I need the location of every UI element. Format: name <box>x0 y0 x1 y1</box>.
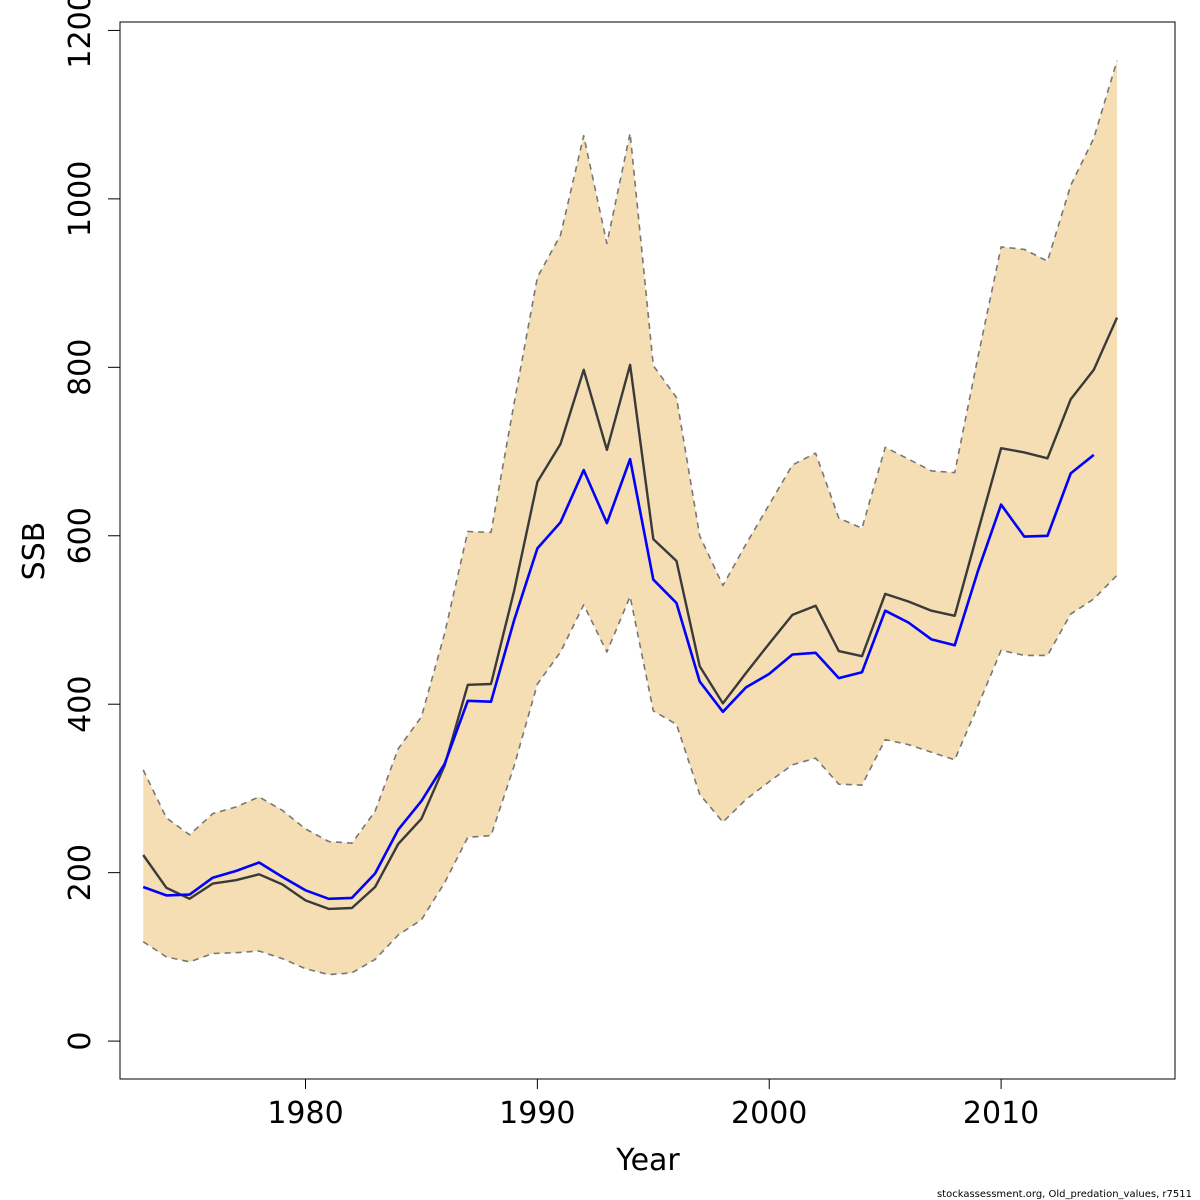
y-tick-label: 400 <box>63 676 98 733</box>
plot-frame <box>119 21 1176 1080</box>
y-axis: 0 200 400 600 800 1000 1200 <box>63 0 120 1051</box>
y-tick-label: 800 <box>63 339 98 396</box>
confidence-band-layer <box>143 60 1117 975</box>
y-axis-title: SSB <box>17 522 52 581</box>
x-tick-label: 2000 <box>731 1096 807 1131</box>
x-tick-label: 1980 <box>267 1096 343 1131</box>
estimate-line <box>142 317 1119 911</box>
footer-note: stockassessment.org, Old_predation_value… <box>937 1189 1192 1200</box>
series-lines-layer <box>142 60 1119 976</box>
y-tick-label: 1000 <box>63 161 98 237</box>
y-tick-label: 600 <box>63 507 98 564</box>
x-axis-title: Year <box>615 1143 680 1178</box>
upper-bound-line <box>142 60 1118 844</box>
x-tick-label: 1990 <box>499 1096 575 1131</box>
y-tick-label: 0 <box>63 1032 98 1051</box>
y-tick-label: 1200 <box>63 0 98 69</box>
old-predation-values-line <box>142 453 1095 901</box>
y-tick-label: 200 <box>63 844 98 901</box>
x-axis: 1980 1990 2000 2010 <box>267 1079 1039 1131</box>
confidence-band <box>143 60 1117 975</box>
x-tick-label: 2010 <box>963 1096 1039 1131</box>
